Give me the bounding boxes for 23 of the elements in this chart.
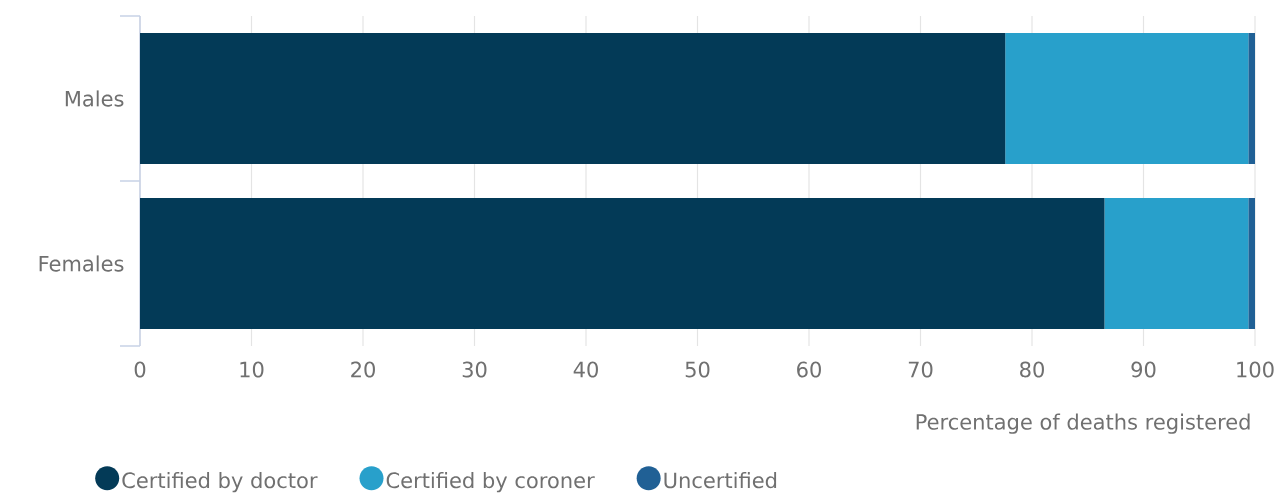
x-tick-label: 10 bbox=[240, 361, 264, 378]
x-tick-label: 60 bbox=[797, 361, 821, 378]
x-tick-label: 40 bbox=[573, 361, 598, 378]
legend-label: Certified by doctor bbox=[122, 471, 318, 493]
x-tick-label: 50 bbox=[685, 361, 710, 378]
bar bbox=[1248, 33, 1255, 165]
x-tick-label: 90 bbox=[1131, 361, 1156, 378]
y-tick-label: Females bbox=[39, 255, 124, 272]
bar bbox=[140, 198, 1105, 330]
x-tick-label: 80 bbox=[1020, 361, 1044, 378]
x-tick-label: 20 bbox=[351, 361, 375, 378]
bar bbox=[1005, 33, 1249, 165]
bar bbox=[1248, 198, 1255, 330]
legend-label: Certified by coroner bbox=[386, 471, 595, 493]
x-tick-label: 100 bbox=[1237, 361, 1274, 378]
legend-label: Uncertified bbox=[664, 471, 777, 489]
x-axis-title: Percentage of deaths registered bbox=[916, 413, 1250, 434]
x-tick-label: 30 bbox=[462, 361, 487, 378]
bar bbox=[140, 33, 1006, 165]
x-tick-label: 70 bbox=[908, 361, 933, 378]
y-tick-label: Males bbox=[65, 90, 124, 107]
bar bbox=[1104, 198, 1249, 330]
x-tick-label: 0 bbox=[134, 361, 146, 378]
